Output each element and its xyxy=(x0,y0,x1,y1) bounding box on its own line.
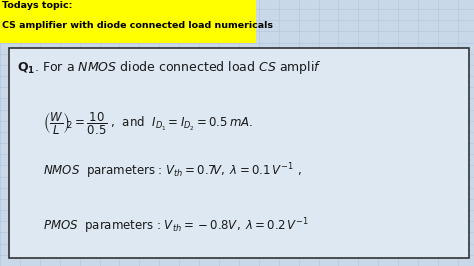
FancyBboxPatch shape xyxy=(9,48,469,258)
Text: CS amplifier with diode connected load numericals: CS amplifier with diode connected load n… xyxy=(2,21,273,30)
Text: $\it{PMOS}$  parameters : $V_{th} = -0.8V,\;  \lambda = 0.2\,V^{-1}$: $\it{PMOS}$ parameters : $V_{th} = -0.8V… xyxy=(43,217,309,236)
Text: Todays topic:: Todays topic: xyxy=(2,1,73,10)
Text: $\left(\dfrac{W}{L}\right)_{\!\!2} = \dfrac{10}{0.5}$ ,  and  $\mathit{I}_{D_1} : $\left(\dfrac{W}{L}\right)_{\!\!2} = \df… xyxy=(43,110,253,136)
Text: $\it{NMOS}$  parameters : $V_{th} = 0.7V,\;  \lambda = 0.1\,V^{-1}$ ,: $\it{NMOS}$ parameters : $V_{th} = 0.7V,… xyxy=(43,161,301,181)
FancyBboxPatch shape xyxy=(0,0,256,43)
Text: $\mathbf{Q_1}$. For a $\it{NMOS}$ diode connected load $\it{CS}$ ampli$\it{f}$: $\mathbf{Q_1}$. For a $\it{NMOS}$ diode … xyxy=(17,59,321,76)
